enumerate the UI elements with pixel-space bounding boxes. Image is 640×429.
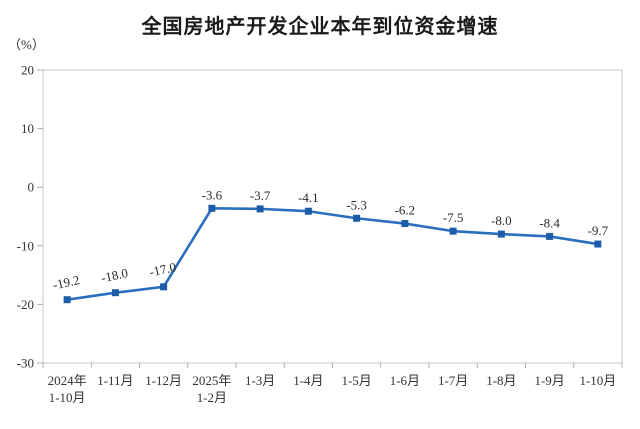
data-point-value-label: -18.0	[100, 265, 130, 285]
y-tick-label: -10	[17, 238, 34, 253]
y-tick-label: 0	[28, 180, 35, 195]
data-point-marker	[497, 230, 505, 238]
data-point-marker	[208, 204, 216, 212]
x-category-label: 1-7月	[438, 373, 468, 388]
data-point-value-label: -7.5	[443, 210, 464, 225]
y-axis-unit-label: （%）	[8, 37, 45, 52]
data-point-value-label: -19.2	[51, 272, 81, 292]
data-point-marker	[304, 207, 312, 215]
x-category-label: 1-10月	[579, 373, 616, 388]
data-point-marker	[256, 205, 264, 213]
x-category-label: 1-4月	[293, 373, 323, 388]
data-point-marker	[401, 220, 409, 228]
x-category-label: 1-12月	[145, 373, 182, 388]
data-labels: -19.2 -18.0 -17.0 -3.6 -3.7 -4.1 -5.3 -6.2 -7.5 -…	[51, 187, 608, 292]
data-point-marker	[160, 283, 168, 291]
data-point-value-label: -4.1	[298, 190, 319, 205]
data-points	[63, 204, 602, 304]
y-tick-label: -20	[17, 297, 34, 312]
x-category-label: 1-8月	[486, 373, 516, 388]
y-tick-label: 20	[21, 63, 34, 78]
data-point-value-label: -9.7	[588, 223, 609, 238]
plot-border	[42, 69, 623, 364]
data-point-value-label: -17.0	[148, 259, 178, 279]
data-point-marker	[353, 214, 361, 222]
x-category-label: 1-11月	[97, 373, 133, 388]
x-category-label: 1-6月	[390, 373, 420, 388]
x-category-label: 2025年 1-2月	[192, 373, 231, 405]
data-point-value-label: -3.6	[202, 187, 223, 202]
data-point-value-label: -6.2	[395, 203, 416, 218]
data-line	[66, 206, 599, 301]
data-point-marker	[546, 232, 554, 240]
x-category-label: 1-9月	[534, 373, 564, 388]
data-point-value-label: -8.0	[491, 213, 512, 228]
data-point-marker	[594, 240, 602, 248]
data-point-marker	[449, 227, 457, 235]
data-point-value-label: -3.7	[250, 188, 271, 203]
data-point-marker	[111, 289, 119, 297]
x-category-label: 2024年 1-10月	[48, 373, 87, 405]
y-tick-label: 10	[21, 121, 34, 136]
x-category-label: 1-3月	[245, 373, 275, 388]
x-axis: 2024年 1-10月 1-11月 1-12月 2025年 1-2月 1-3月 1-4月 1-5…	[42, 363, 623, 405]
chart-title: 全国房地产开发企业本年到位资金增速	[141, 16, 499, 38]
y-axis: 20 10 0 -10 -20 -30	[17, 63, 43, 371]
data-point-value-label: -8.4	[539, 215, 560, 230]
y-tick-label: -30	[17, 356, 34, 371]
data-point-value-label: -5.3	[346, 197, 367, 212]
data-point-marker	[63, 296, 71, 304]
x-category-label: 1-5月	[341, 373, 371, 388]
